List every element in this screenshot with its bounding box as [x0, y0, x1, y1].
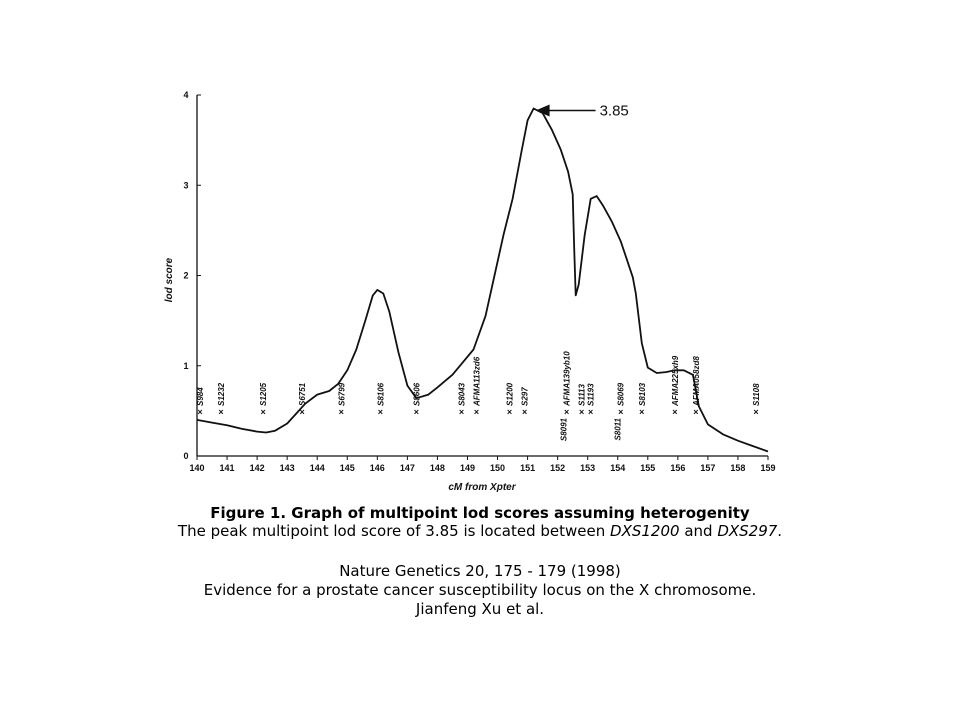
marker-cross: ×: [618, 407, 623, 417]
x-tick-label: 148: [430, 463, 445, 473]
marker-cross: ×: [300, 407, 305, 417]
marker-label: S8103: [638, 382, 647, 406]
marker-label: S984: [196, 387, 205, 406]
subtitle-end: .: [777, 522, 783, 540]
marker-label: AFMA113zd6: [472, 356, 481, 407]
marker-labels: ×S984×S1232×S1205×S6751×S6799×S8106×S860…: [196, 351, 761, 441]
marker-cross: ×: [474, 407, 479, 417]
marker-cross: ×: [753, 407, 758, 417]
marker-cross: ×: [588, 407, 593, 417]
marker-label: S1113: [578, 384, 587, 406]
marker-label: S1205: [259, 382, 268, 406]
marker-cross: ×: [339, 407, 344, 417]
marker-cross: ×: [693, 407, 698, 417]
marker-label: S6799: [337, 382, 346, 406]
marker-b-name: DXS297: [717, 522, 778, 540]
marker-label: S297: [521, 387, 530, 406]
marker-label: S1232: [217, 382, 226, 406]
x-tick-label: 144: [310, 463, 325, 473]
x-axis-title: cM from Xpter: [448, 482, 516, 493]
x-tick-label: 151: [520, 463, 535, 473]
x-tick-label: 147: [400, 463, 415, 473]
x-tick-label: 152: [550, 463, 565, 473]
marker-cross: ×: [459, 407, 464, 417]
x-tick-label: 142: [250, 463, 265, 473]
marker-cross: ×: [260, 407, 265, 417]
marker-label: S1200: [506, 382, 515, 406]
marker-cross: ×: [218, 407, 223, 417]
x-tick-label: 149: [460, 463, 475, 473]
series-layer: [196, 107, 769, 453]
x-tick-label: 141: [220, 463, 235, 473]
marker-label: AFMA139yb10: [563, 351, 572, 407]
marker-label-lower: S8091: [560, 417, 569, 441]
x-tick-label: 159: [760, 463, 775, 473]
marker-cross: ×: [414, 407, 419, 417]
x-tick-label: 153: [580, 463, 595, 473]
x-tick-label: 158: [730, 463, 745, 473]
x-tick-label: 155: [640, 463, 655, 473]
marker-cross: ×: [507, 407, 512, 417]
reference-title: Evidence for a prostate cancer susceptib…: [203, 581, 757, 599]
marker-label: S8043: [457, 382, 466, 406]
marker-label: S1108: [752, 383, 761, 406]
figure-subtitle: The peak multipoint lod score of 3.85 is…: [0, 522, 960, 540]
figure-title: Figure 1. Graph of multipoint lod scores…: [210, 504, 750, 522]
y-tick-label: 4: [183, 90, 188, 100]
subtitle-prefix: The peak multipoint lod score of 3.85 is…: [177, 522, 611, 540]
annotation-label: 3.85: [600, 103, 629, 120]
marker-label-lower: S8011: [614, 417, 623, 440]
chart-axes: 0 1 2 3 4 140 141 142 143 144 145 146 147 148 149 150 15…: [183, 90, 775, 473]
marker-cross: ×: [672, 407, 677, 417]
reference-authors: Jianfeng Xu et al.: [415, 600, 545, 618]
x-tick-label: 150: [490, 463, 505, 473]
x-tick-label: 145: [340, 463, 355, 473]
x-tick-label: 146: [370, 463, 385, 473]
x-tick-label: 140: [189, 463, 204, 473]
y-tick-label: 2: [183, 271, 188, 281]
marker-label: S8606: [412, 382, 421, 406]
annotation-arrow-head: [535, 104, 550, 117]
marker-cross: ×: [579, 407, 584, 417]
marker-label: AFMA058zd8: [692, 356, 701, 407]
marker-label: S8069: [617, 382, 626, 406]
subtitle-and: and: [679, 522, 718, 540]
peak-annotation: 3.85: [535, 103, 629, 120]
marker-cross: ×: [378, 407, 383, 417]
marker-label: S6751: [298, 382, 307, 406]
x-tick-label: 157: [700, 463, 715, 473]
marker-a-name: DXS1200: [610, 522, 680, 540]
lod-score-chart: 0 1 2 3 4 140 141 142 143 144 145 146 147 148 149 150 15…: [164, 90, 776, 493]
x-tick-label: 143: [280, 463, 295, 473]
y-tick-label: 0: [183, 451, 188, 461]
x-tick-label: 156: [670, 463, 685, 473]
x-tick-label: 154: [610, 463, 625, 473]
marker-cross: ×: [522, 407, 527, 417]
marker-cross: ×: [197, 407, 202, 417]
marker-label: S8106: [376, 382, 385, 406]
reference-journal: Nature Genetics 20, 175 - 179 (1998): [339, 562, 621, 580]
lod-score-line: [196, 107, 769, 453]
y-axis-title: lod score: [164, 257, 175, 302]
marker-cross: ×: [639, 407, 644, 417]
marker-label: AFMA225xh9: [671, 355, 680, 407]
y-tick-label: 1: [183, 361, 188, 371]
y-tick-label: 3: [183, 180, 188, 190]
marker-label: S1193: [587, 383, 596, 406]
marker-cross: ×: [564, 407, 569, 417]
